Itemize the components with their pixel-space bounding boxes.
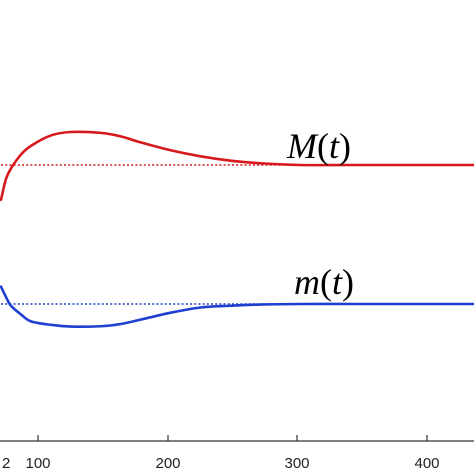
curve-label-M: M(t) [286,126,351,166]
x-tick-label-400: 400 [414,455,439,472]
x-tick-label-partial: 2 [2,455,10,472]
annotation-layer: M(t) m(t) [286,126,354,302]
series-layer [0,130,474,328]
x-axis-ticks: 100 200 300 400 2 [2,435,440,472]
label-paren: ( [320,262,332,302]
label-glyph: t [332,262,343,302]
x-tick-label-200: 200 [155,455,180,472]
label-glyph: m [294,262,320,302]
label-glyph: M [286,126,319,166]
label-glyph: t [329,126,340,166]
label-paren: ) [339,126,351,166]
x-tick-label-300: 300 [284,455,309,472]
x-tick-label-100: 100 [25,455,50,472]
label-paren: ) [342,262,354,302]
series-line-m-t-2 [0,285,474,328]
curve-label-m: m(t) [294,262,354,302]
label-paren: ( [317,126,329,166]
